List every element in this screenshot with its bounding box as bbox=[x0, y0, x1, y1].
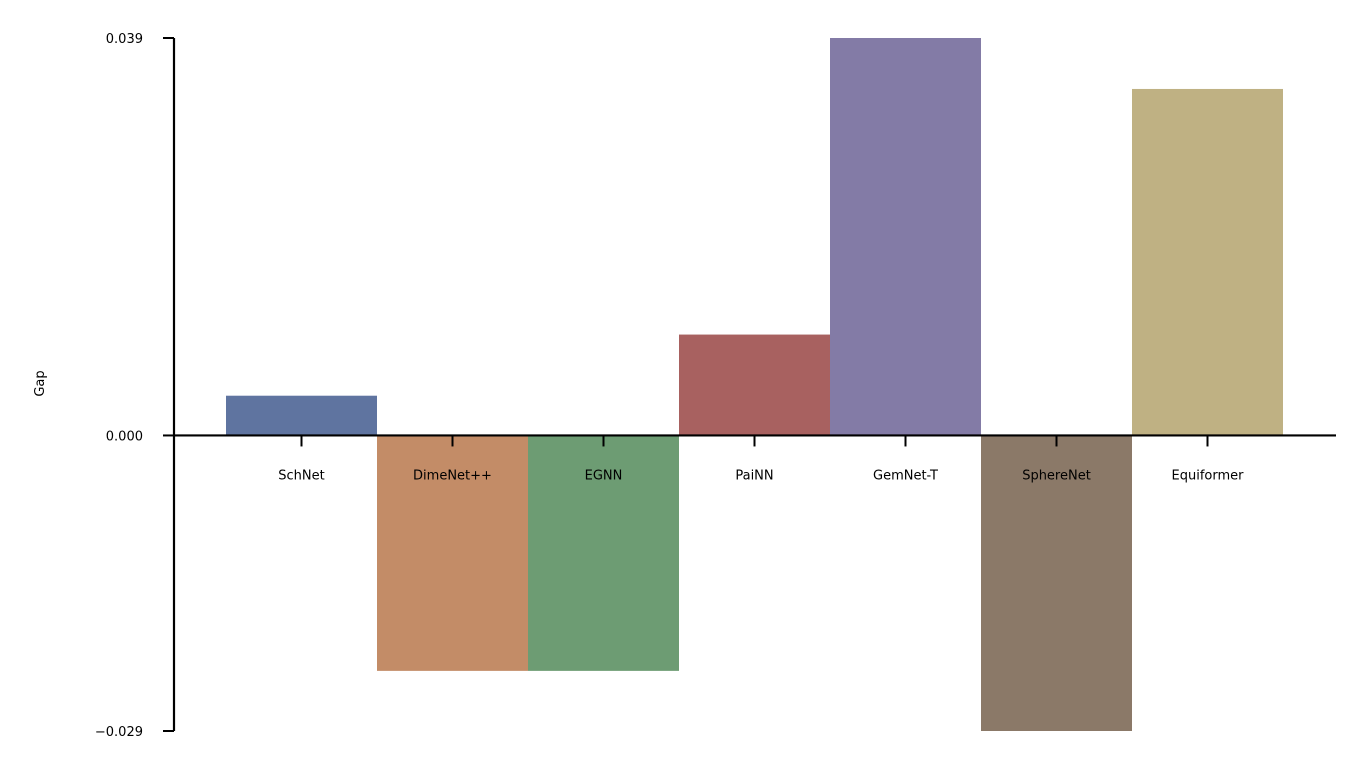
x-tick-label: Equiformer bbox=[1172, 468, 1245, 483]
bar-dimenet- bbox=[377, 435, 528, 671]
bar-egnn bbox=[528, 435, 679, 671]
x-tick-label: DimeNet++ bbox=[413, 468, 492, 483]
bar-spherenet bbox=[981, 435, 1132, 731]
bar-painn bbox=[679, 334, 830, 436]
bar-schnet bbox=[226, 395, 377, 436]
x-tick-label: GemNet-T bbox=[873, 468, 938, 483]
bar-gemnet-t bbox=[830, 38, 981, 436]
bars-layer bbox=[226, 38, 1283, 731]
y-tick-label: 0.039 bbox=[106, 32, 143, 47]
x-tick-label: SphereNet bbox=[1022, 468, 1091, 483]
x-tick-label: SchNet bbox=[278, 468, 324, 483]
y-tick-label: −0.029 bbox=[95, 725, 143, 740]
y-tick-label: 0.000 bbox=[106, 429, 143, 444]
x-tick-label: EGNN bbox=[585, 468, 623, 483]
x-tick-label: PaiNN bbox=[735, 468, 773, 483]
y-axis-title: Gap bbox=[33, 370, 48, 396]
bar-equiformer bbox=[1132, 88, 1283, 436]
y-ticks: −0.029 0.000 0.039 bbox=[95, 32, 174, 740]
x-ticks: SchNet DimeNet++ EGNN PaiNN GemNet-T SphereNe… bbox=[278, 435, 1244, 483]
